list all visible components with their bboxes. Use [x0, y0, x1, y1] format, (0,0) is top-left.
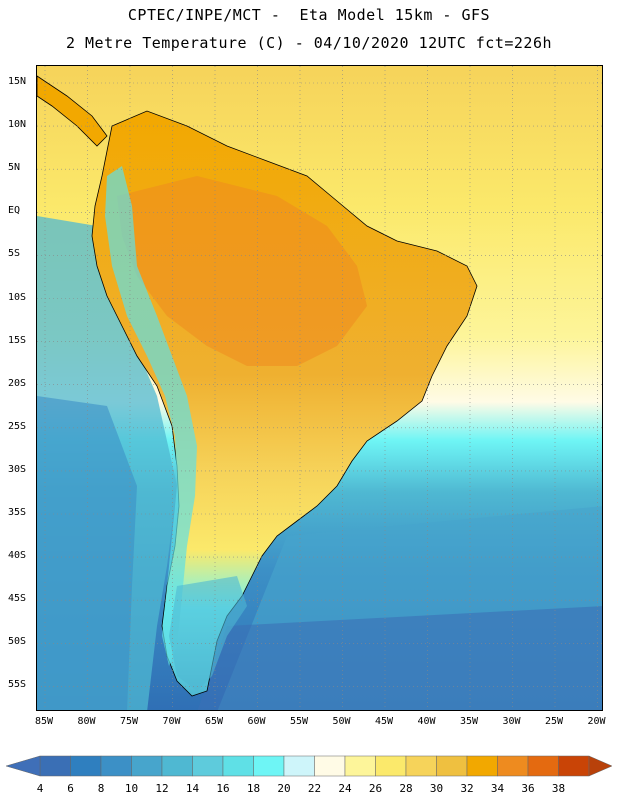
- colorbar-label: 30: [429, 782, 444, 795]
- colorbar-label: 28: [399, 782, 413, 795]
- colorbar-low-arrow: [5, 755, 41, 777]
- colorbar-segment: [283, 755, 315, 777]
- colorbar-segment: [192, 755, 224, 777]
- lat-label: 15S: [8, 334, 27, 346]
- colorbar-segment: [39, 755, 71, 777]
- lon-label: 50W: [332, 716, 351, 727]
- colorbar-label: 10: [124, 782, 139, 795]
- colorbar-segment: [436, 755, 468, 777]
- lat-label: EQ: [8, 205, 21, 217]
- temperature-map[interactable]: [36, 65, 603, 711]
- colorbar-label: 22: [307, 782, 322, 795]
- lon-label: 20W: [587, 716, 606, 727]
- colorbar-segment: [497, 755, 529, 777]
- colorbar-label: 26: [368, 782, 383, 795]
- lat-label: 30S: [8, 463, 27, 475]
- colorbar-high-arrow: [588, 755, 613, 777]
- graticule: [37, 66, 602, 710]
- lon-label: 40W: [417, 716, 436, 727]
- colorbar-label: 12: [155, 782, 169, 795]
- andes-cold-strip: [105, 166, 197, 666]
- colorbar-segment: [558, 755, 590, 777]
- pacific-deep-band: [37, 396, 137, 710]
- central-america-land: [37, 75, 108, 147]
- lat-label: 25S: [8, 420, 27, 432]
- colorbar-segment: [375, 755, 407, 777]
- lat-label: 40S: [8, 550, 27, 562]
- lat-label: 20S: [8, 377, 27, 389]
- lon-label: 45W: [374, 716, 394, 727]
- colorbar-label: 16: [216, 782, 230, 795]
- lat-label: 10S: [8, 291, 27, 303]
- colorbar-label: 38: [551, 782, 566, 795]
- lat-label: 50S: [8, 636, 27, 648]
- map-canvas: [37, 66, 602, 710]
- lon-label: 70W: [162, 716, 181, 727]
- colorbar-label: 6: [67, 782, 74, 795]
- amazon-hot-region: [117, 176, 367, 366]
- lat-label: 45S: [8, 593, 27, 605]
- lon-label: 25W: [544, 716, 564, 727]
- colorbar-segment: [405, 755, 437, 777]
- lon-label: 60W: [247, 716, 266, 727]
- lon-label: 35W: [459, 716, 479, 727]
- lon-label: 30W: [502, 716, 521, 727]
- lat-label: 15N: [8, 76, 27, 87]
- lon-label: 55W: [289, 716, 309, 727]
- colorbar-label: 36: [521, 782, 535, 795]
- colorbar-label: 34: [490, 782, 505, 795]
- colorbar-segment: [344, 755, 376, 777]
- colorbar-segment: [527, 755, 559, 777]
- map-subtitle: 2 Metre Temperature (C) - 04/10/2020 12U…: [65, 34, 553, 52]
- colorbar-label: 32: [460, 782, 474, 795]
- patagonia-cold-region: [169, 576, 247, 691]
- colorbar-segment: [131, 755, 163, 777]
- colorbar: [5, 755, 613, 777]
- lon-label: 80W: [77, 716, 96, 727]
- lat-label: 35S: [8, 507, 27, 518]
- lat-label: 10N: [8, 119, 27, 131]
- colorbar-label: 4: [36, 782, 44, 795]
- colorbar-segment: [70, 755, 102, 777]
- lon-label: 75W: [119, 716, 139, 727]
- colorbar-segment: [161, 755, 193, 777]
- lon-label: 85W: [34, 716, 54, 727]
- map-title: CPTEC/INPE/MCT - Eta Model 15km - GFS: [127, 6, 491, 24]
- lon-label: 65W: [204, 716, 224, 727]
- colorbar-label: 14: [185, 782, 200, 795]
- colorbar-segment: [222, 755, 254, 777]
- colorbar-label: 20: [277, 782, 291, 795]
- colorbar-segment: [466, 755, 498, 777]
- colorbar-label: 8: [97, 782, 105, 795]
- lat-label: 55S: [8, 679, 27, 691]
- colorbar-label: 18: [246, 782, 261, 795]
- lat-label: 5N: [8, 162, 21, 174]
- colorbar-segment: [100, 755, 132, 777]
- lat-label: 5S: [8, 248, 21, 260]
- colorbar-segment: [253, 755, 285, 777]
- colorbar-label: 24: [338, 782, 352, 795]
- atlantic-deep-band: [197, 606, 602, 710]
- colorbar-segment: [314, 755, 346, 777]
